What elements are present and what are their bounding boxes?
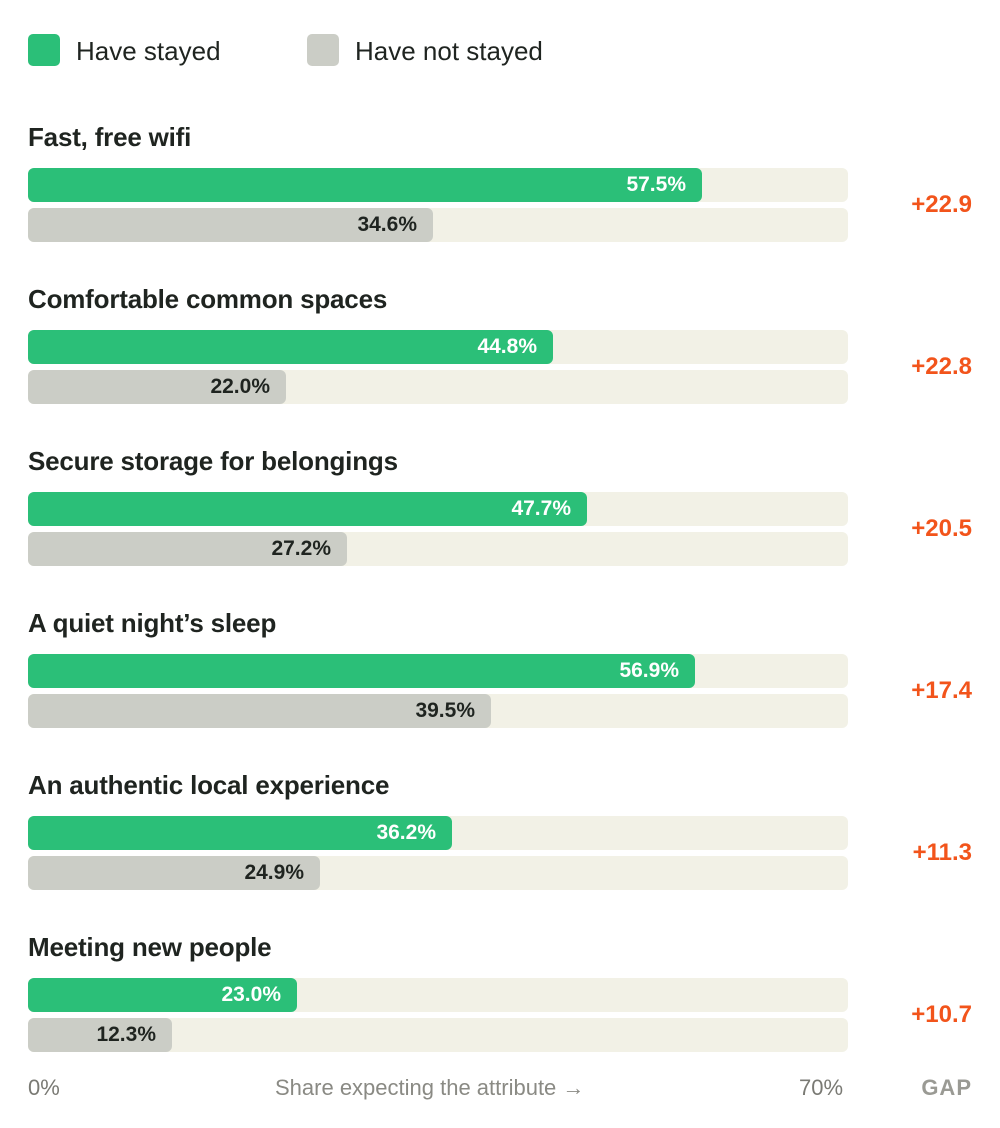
- gap-value: +17.4: [911, 677, 972, 704]
- bar-value-label: 47.7%: [511, 497, 571, 520]
- legend-label-have-not-stayed: Have not stayed: [355, 36, 543, 66]
- category-title: Meeting new people: [28, 932, 272, 962]
- bar-have-stayed: [28, 168, 702, 202]
- gap-value: +22.8: [911, 353, 972, 380]
- bar-track: 23.0%: [28, 978, 848, 1012]
- bar-value-label: 23.0%: [221, 983, 281, 1006]
- bar-have-stayed: [28, 492, 587, 526]
- bar-value-label: 12.3%: [96, 1023, 156, 1046]
- bar-track: 44.8%: [28, 330, 848, 364]
- bar-value-label: 24.9%: [244, 861, 304, 884]
- x-tick-min: 0%: [28, 1075, 60, 1100]
- bar-track: 39.5%: [28, 694, 848, 728]
- legend-swatch-have-not-stayed: [307, 34, 339, 66]
- bar-track: 27.2%: [28, 532, 848, 566]
- bar-value-label: 36.2%: [376, 821, 436, 844]
- bar-track: 57.5%: [28, 168, 848, 202]
- bar-have-not-stayed: [28, 370, 286, 404]
- bar-have-not-stayed: [28, 208, 433, 242]
- bar-track: 36.2%: [28, 816, 848, 850]
- bar-have-not-stayed: [28, 1018, 172, 1052]
- bar-have-not-stayed: [28, 532, 347, 566]
- bar-track: 56.9%: [28, 654, 848, 688]
- bar-track: 22.0%: [28, 370, 848, 404]
- bar-value-label: 39.5%: [415, 699, 475, 722]
- x-tick-max: 70%: [799, 1075, 844, 1100]
- bar-have-stayed: [28, 654, 695, 688]
- category-title: Secure storage for belongings: [28, 446, 398, 476]
- bar-have-stayed: [28, 330, 553, 364]
- bar-have-stayed: [28, 978, 297, 1012]
- gap-column-title: GAP: [921, 1075, 972, 1100]
- bar-value-label: 56.9%: [619, 659, 679, 682]
- gap-value: +10.7: [911, 1001, 972, 1028]
- bar-track: 12.3%: [28, 1018, 848, 1052]
- category-title: Comfortable common spaces: [28, 284, 388, 314]
- bar-track: 34.6%: [28, 208, 848, 242]
- legend-label-have-stayed: Have stayed: [76, 36, 221, 66]
- category-title: An authentic local experience: [28, 770, 390, 800]
- category-title: Fast, free wifi: [28, 122, 192, 152]
- bar-value-label: 22.0%: [210, 375, 270, 398]
- bar-value-label: 44.8%: [477, 335, 537, 358]
- bar-value-label: 57.5%: [626, 173, 686, 196]
- gap-value: +11.3: [912, 839, 972, 866]
- bar-value-label: 27.2%: [271, 537, 331, 560]
- bar-have-not-stayed: [28, 694, 491, 728]
- bar-have-stayed: [28, 816, 452, 850]
- bar-track: 24.9%: [28, 856, 848, 890]
- x-axis-title: Share expecting the attribute →: [275, 1075, 585, 1100]
- bar-have-not-stayed: [28, 856, 320, 890]
- category-title: A quiet night’s sleep: [28, 608, 277, 638]
- gap-value: +22.9: [911, 191, 972, 218]
- legend-swatch-have-stayed: [28, 34, 60, 66]
- gap-value: +20.5: [911, 515, 972, 542]
- bar-value-label: 34.6%: [357, 213, 417, 236]
- bar-track: 47.7%: [28, 492, 848, 526]
